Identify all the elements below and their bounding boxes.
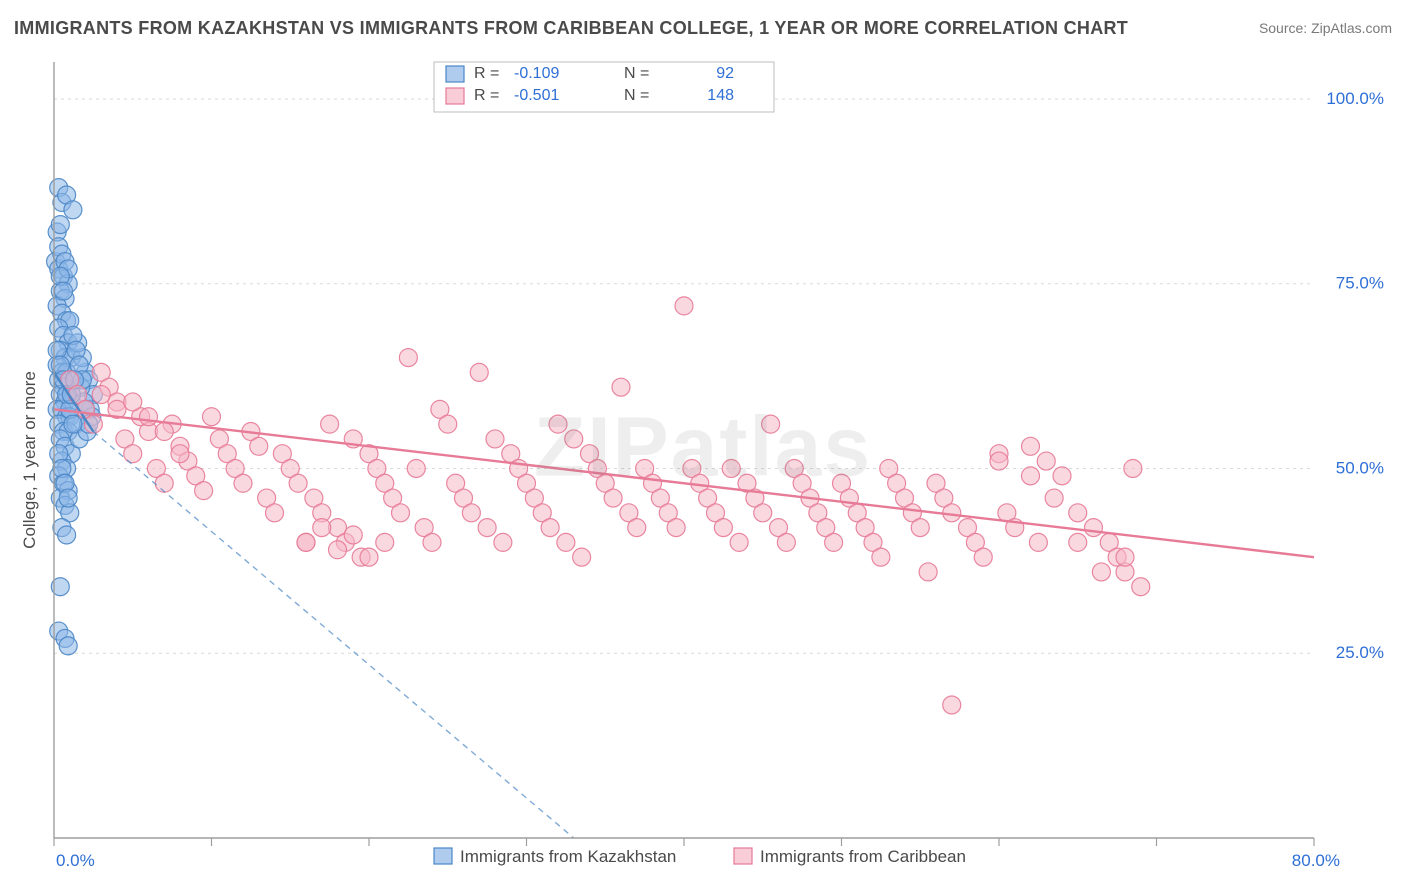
scatter-point [59,489,77,507]
scatter-point [399,349,417,367]
legend-n-value: 148 [707,87,734,104]
scatter-point [439,415,457,433]
scatter-point [722,459,740,477]
scatter-point [250,437,268,455]
scatter-point [266,504,284,522]
scatter-point [462,504,480,522]
scatter-point [1116,548,1134,566]
scatter-point [667,519,685,537]
scatter-point [297,533,315,551]
scatter-point [313,519,331,537]
scatter-point [234,474,252,492]
legend-swatch [446,88,464,104]
scatter-point [1132,578,1150,596]
scatter-point [565,430,583,448]
scatter-point [423,533,441,551]
scatter-point [124,445,142,463]
scatter-point [1092,563,1110,581]
scatter-point [478,519,496,537]
scatter-point [171,445,189,463]
legend-r-value: -0.109 [514,65,559,82]
scatter-point [943,696,961,714]
scatter-chart: 0.0% 80.0% 25.0% 50.0% 75.0% 100.0% R = -0.109 N… [14,50,1392,878]
scatter-point [1069,504,1087,522]
scatter-series-caribbean [61,297,1150,714]
scatter-point [203,408,221,426]
y-tick-label: 75.0% [1336,274,1384,293]
x-tick-label: 0.0% [56,851,95,870]
scatter-point [1022,437,1040,455]
scatter-point [1069,533,1087,551]
legend-swatch [446,66,464,82]
scatter-point [321,415,339,433]
scatter-point [1053,467,1071,485]
scatter-point [155,474,173,492]
scatter-point [714,519,732,537]
scatter-point [911,519,929,537]
scatter-point [54,282,72,300]
source-attribution: Source: ZipAtlas.com [1259,20,1392,36]
scatter-point [124,393,142,411]
scatter-point [612,378,630,396]
legend-series1-label: Immigrants from Kazakhstan [460,847,676,866]
scatter-point [1037,452,1055,470]
x-tick-label: 80.0% [1292,851,1340,870]
scatter-point [64,415,82,433]
legend-n-value: 92 [716,65,734,82]
scatter-point [376,533,394,551]
scatter-point [557,533,575,551]
scatter-point [195,482,213,500]
scatter-point [762,415,780,433]
scatter-point [289,474,307,492]
scatter-point [1022,467,1040,485]
scatter-point [777,533,795,551]
scatter-point [974,548,992,566]
scatter-point [1045,489,1063,507]
legend-r-label: R = [474,65,499,82]
legend-swatch [734,848,752,864]
scatter-point [64,201,82,219]
legend-n-label: N = [624,65,649,82]
scatter-point [675,297,693,315]
y-tick-label: 100.0% [1326,89,1384,108]
scatter-point [329,541,347,559]
scatter-point [92,386,110,404]
scatter-point [140,408,158,426]
scatter-point [392,504,410,522]
scatter-point [990,452,1008,470]
scatter-point [825,533,843,551]
scatter-point [919,563,937,581]
legend-swatch [434,848,452,864]
scatter-point [604,489,622,507]
scatter-point [1124,459,1142,477]
scatter-point [549,415,567,433]
chart-title: IMMIGRANTS FROM KAZAKHSTAN VS IMMIGRANTS… [14,18,1128,39]
scatter-point [872,548,890,566]
legend-n-label: N = [624,87,649,104]
scatter-point [628,519,646,537]
legend-r-label: R = [474,87,499,104]
scatter-point [1029,533,1047,551]
scatter-point [486,430,504,448]
legend-r-value: -0.501 [514,87,559,104]
y-tick-label: 25.0% [1336,643,1384,662]
legend-series2-label: Immigrants from Caribbean [760,847,966,866]
scatter-point [407,459,425,477]
scatter-point [58,526,76,544]
y-tick-label: 50.0% [1336,458,1384,477]
scatter-point [155,423,173,441]
scatter-point [344,526,362,544]
chart-container: College, 1 year or more ZIPatlas 0.0%80.… [14,50,1392,878]
scatter-point [730,533,748,551]
scatter-point [573,548,591,566]
scatter-point [470,363,488,381]
scatter-point [541,519,559,537]
scatter-point [360,548,378,566]
scatter-point [59,637,77,655]
scatter-point [1085,519,1103,537]
scatter-point [494,533,512,551]
scatter-point [754,504,772,522]
